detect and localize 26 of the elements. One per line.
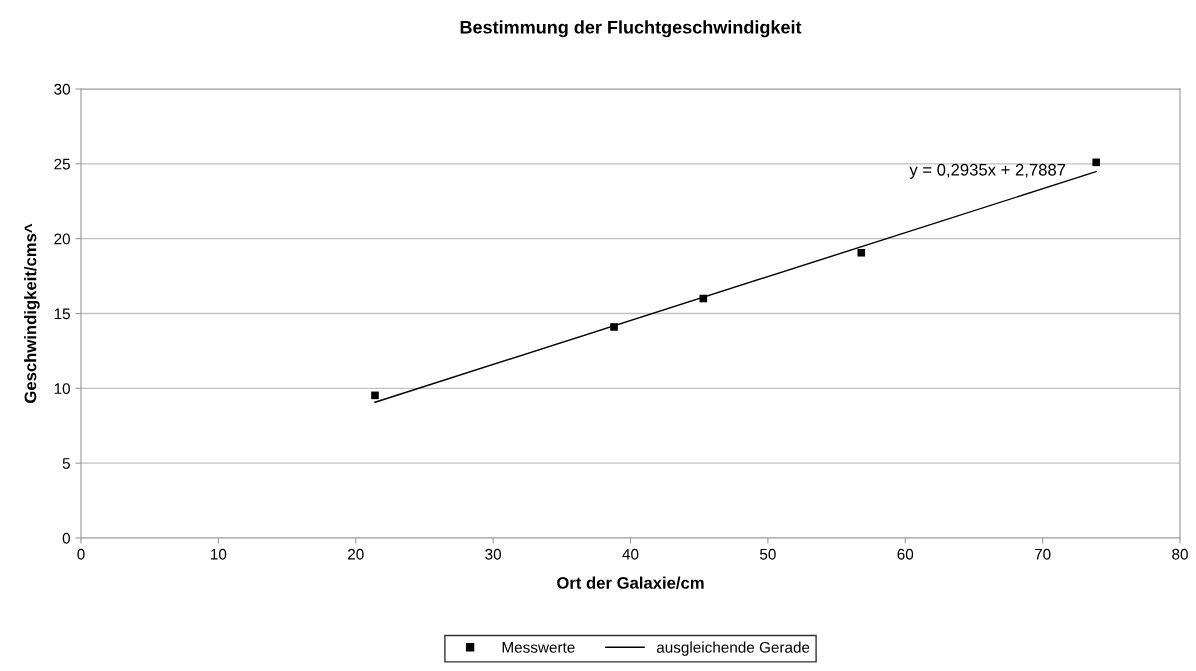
y-tick-label: 5 bbox=[62, 458, 70, 469]
x-tick-label: 80 bbox=[1172, 548, 1188, 560]
x-tick-label: 70 bbox=[1034, 548, 1051, 560]
x-tick-label: 30 bbox=[485, 548, 502, 560]
annotation: y = 0,2935x + 2,7887 bbox=[909, 163, 1066, 179]
y-tick-label: 15 bbox=[54, 308, 70, 320]
point bbox=[1092, 158, 1101, 167]
chart-title: Bestimmung der Fluchtgeschwindigkeit bbox=[460, 20, 802, 38]
y-tick-label: 10 bbox=[54, 383, 70, 395]
x-tick-label: 40 bbox=[622, 548, 639, 560]
y-tick-label: 0 bbox=[62, 532, 70, 544]
point bbox=[371, 391, 379, 400]
x-tick-label: 20 bbox=[348, 548, 364, 560]
y-tick-label: 25 bbox=[54, 158, 70, 170]
legend-label: Messwerte bbox=[502, 642, 575, 653]
x-tick-label: 60 bbox=[897, 548, 914, 560]
x-axis-title: Ort der Galaxie/cm bbox=[557, 576, 704, 589]
x-tick-label: 0 bbox=[77, 548, 85, 560]
y-tick-label: 20 bbox=[54, 233, 70, 245]
legend-label: ausgleichende Gerade bbox=[656, 641, 810, 656]
x-tick-label: 50 bbox=[759, 548, 776, 560]
y-axis-title: Geschwindigkeit/cms^ bbox=[24, 223, 40, 403]
x-tick-label: 10 bbox=[211, 548, 227, 560]
y-tick-label: 30 bbox=[54, 83, 70, 95]
point bbox=[610, 323, 618, 331]
point bbox=[857, 248, 866, 257]
